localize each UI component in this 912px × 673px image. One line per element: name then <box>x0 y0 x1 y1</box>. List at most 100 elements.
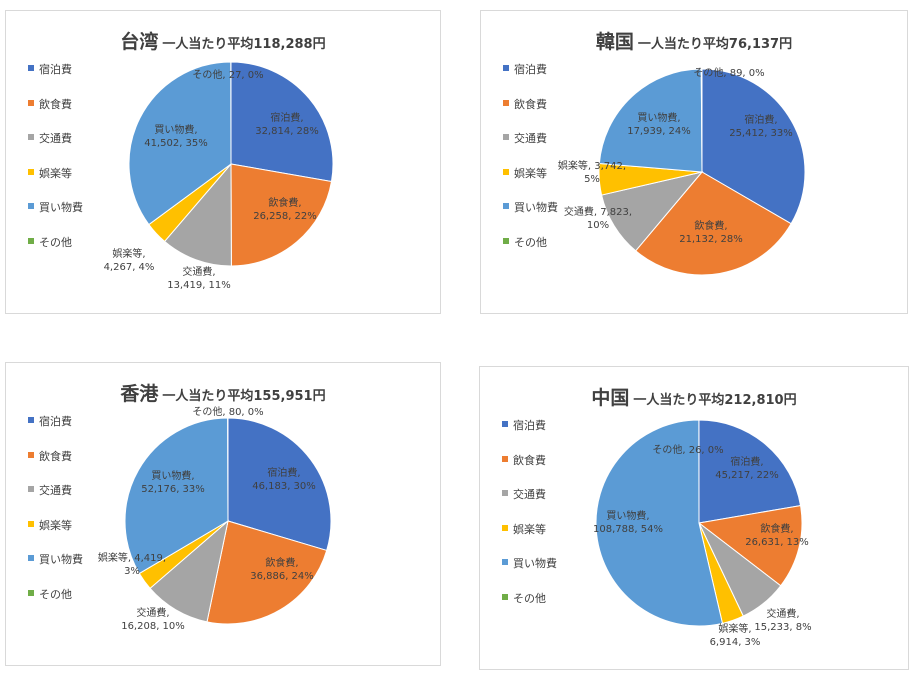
data-label: その他, 27, 0% <box>192 68 263 81</box>
legend-label: 娯楽等 <box>39 166 72 180</box>
data-label: その他, 89, 0% <box>693 66 764 79</box>
legend-swatch <box>502 559 508 565</box>
data-label: 買い物費, 17,939, 24% <box>627 111 691 137</box>
legend-label: 娯楽等 <box>513 522 546 536</box>
slice-sonota <box>700 68 703 173</box>
legend-label: 買い物費 <box>513 557 557 570</box>
legend-item-goraku: 娯楽等 <box>28 165 83 200</box>
pie-chart: 宿泊費, 45,217, 22% 飲食費, 26,631, 13% 交通費, 15,233… <box>593 419 812 648</box>
legend-label: 娯楽等 <box>39 518 72 532</box>
data-label: 交通費, 7,823, 10% <box>564 205 632 231</box>
slice-shukuhaku <box>230 61 334 183</box>
data-label: 交通費, 13,419, 11% <box>167 265 231 291</box>
data-label: 交通費, 16,208, 10% <box>121 606 185 632</box>
legend-swatch <box>28 99 34 106</box>
legend-swatch <box>503 65 509 71</box>
data-label: 宿泊費, 25,412, 33% <box>729 113 793 139</box>
legend-item-shukuhaku: 宿泊費 <box>28 61 83 96</box>
legend-label: その他 <box>514 235 547 249</box>
legend-item-shukuhaku: 宿泊費 <box>502 417 557 452</box>
chart-panel-hongkong: 香港 一人当たり平均155,951円 宿泊費飲食費交通費 娯楽等買い物費その他 宿泊… <box>5 362 441 666</box>
legend-swatch <box>503 203 509 209</box>
slice-inshoku <box>206 520 328 625</box>
legend: 宿泊費飲食費交通費 娯楽等買い物費その他 <box>28 413 83 620</box>
legend-swatch <box>502 524 508 531</box>
slice-shukuhaku <box>701 68 806 225</box>
chart-subtitle: 一人当たり平均76,137円 <box>637 37 793 52</box>
data-label: 娯楽等, 3,742, 5% <box>558 159 626 185</box>
legend-label: 買い物費 <box>514 201 558 214</box>
legend-item-kaimono: 買い物費 <box>28 551 83 586</box>
chart-title-country: 香港 <box>120 383 159 405</box>
chart-title-country: 中国 <box>591 387 630 409</box>
legend-label: 買い物費 <box>39 201 83 214</box>
legend-swatch <box>503 237 509 244</box>
legend-item-shukuhaku: 宿泊費 <box>503 61 558 96</box>
legend-swatch <box>28 134 34 140</box>
pie-chart: 宿泊費, 46,183, 30% 飲食費, 36,886, 24% 交通費, 16,208… <box>98 405 332 632</box>
legend-swatch <box>502 490 508 496</box>
slice-kaimono <box>598 68 703 173</box>
legend-item-inshoku: 飲食費 <box>503 96 558 131</box>
chart-title: 中国 一人当たり平均212,810円 <box>480 383 908 410</box>
data-label: 飲食費, 21,132, 28% <box>679 219 743 245</box>
legend-swatch <box>28 486 34 492</box>
legend-item-kotsu: 交通費 <box>28 482 83 517</box>
data-label: 宿泊費, 46,183, 30% <box>252 466 316 492</box>
legend-item-sonota: その他 <box>28 234 83 269</box>
chart-title-country: 韓国 <box>595 31 634 53</box>
legend-label: 宿泊費 <box>39 63 72 76</box>
legend-item-kotsu: 交通費 <box>28 130 83 165</box>
pie-chart: 宿泊費, 25,412, 33% 飲食費, 21,132, 28% 交通費, 7,823… <box>558 66 806 276</box>
legend-swatch <box>503 134 509 140</box>
data-label: その他, 26, 0% <box>652 443 723 456</box>
legend-swatch <box>28 203 34 209</box>
chart-subtitle: 一人当たり平均155,951円 <box>162 389 326 404</box>
legend-swatch <box>28 65 34 71</box>
legend: 宿泊費 飲食費 交通費娯楽等買い物費その他 <box>502 417 557 624</box>
data-label: 買い物費, 41,502, 35% <box>144 123 208 149</box>
legend-swatch <box>28 168 34 175</box>
legend-label: 交通費 <box>513 488 546 501</box>
pie-chart: 宿泊費, 32,814, 28% 飲食費, 26,258, 22% 交通費, 13,419… <box>104 61 334 291</box>
legend-swatch <box>503 168 509 175</box>
chart-panel-taiwan: 台湾 一人当たり平均118,288円 宿泊費飲食費交通費 娯楽等買い物費その他 宿泊… <box>5 10 441 314</box>
legend-label: 飲食費 <box>39 449 72 463</box>
data-label: 宿泊費, 45,217, 22% <box>715 455 779 481</box>
legend-label: 宿泊費 <box>514 63 547 76</box>
legend: 宿泊費飲食費交通費 娯楽等買い物費その他 <box>28 61 83 268</box>
data-label: 飲食費, 36,886, 24% <box>250 556 314 582</box>
legend-item-inshoku: 飲食費 <box>502 452 557 487</box>
chart-title: 韓国 一人当たり平均76,137円 <box>481 27 907 54</box>
legend-swatch <box>502 421 508 427</box>
data-label: その他, 80, 0% <box>192 405 263 418</box>
chart-subtitle: 一人当たり平均118,288円 <box>162 37 326 52</box>
legend-label: 娯楽等 <box>514 166 547 180</box>
legend-swatch <box>28 589 34 596</box>
slice-inshoku <box>634 171 792 276</box>
data-label: 娯楽等, 4,419, 3% <box>98 551 166 577</box>
legend-label: 飲食費 <box>39 97 72 111</box>
legend-item-kaimono: 買い物費 <box>503 199 558 234</box>
legend-swatch <box>28 555 34 561</box>
legend-item-kotsu: 交通費 <box>502 486 557 521</box>
data-label: 買い物費, 52,176, 33% <box>141 469 205 495</box>
data-label: 娯楽等, 6,914, 3% <box>710 622 761 648</box>
legend-label: 買い物費 <box>39 553 83 566</box>
slice-kaimono <box>124 417 229 575</box>
legend-item-goraku: 娯楽等 <box>503 165 558 200</box>
data-label: 買い物費, 108,788, 54% <box>593 509 663 535</box>
legend-label: 交通費 <box>514 132 547 145</box>
legend-item-sonota: その他 <box>502 590 557 625</box>
slice-shukuhaku <box>227 417 332 552</box>
chart-panel-korea: 韓国 一人当たり平均76,137円 宿泊費飲食費 交通費娯楽等買い物費その他 宿泊費… <box>480 10 908 314</box>
data-label: 飲食費, 26,631, 13% <box>745 522 809 548</box>
legend-item-inshoku: 飲食費 <box>28 448 83 483</box>
chart-title-country: 台湾 <box>120 31 159 53</box>
legend-swatch <box>28 520 34 527</box>
legend-label: その他 <box>39 587 72 601</box>
legend-label: 宿泊費 <box>39 415 72 428</box>
legend-item-kaimono: 買い物費 <box>28 199 83 234</box>
slice-kaimono <box>128 61 232 226</box>
data-label: 飲食費, 26,258, 22% <box>253 196 317 222</box>
